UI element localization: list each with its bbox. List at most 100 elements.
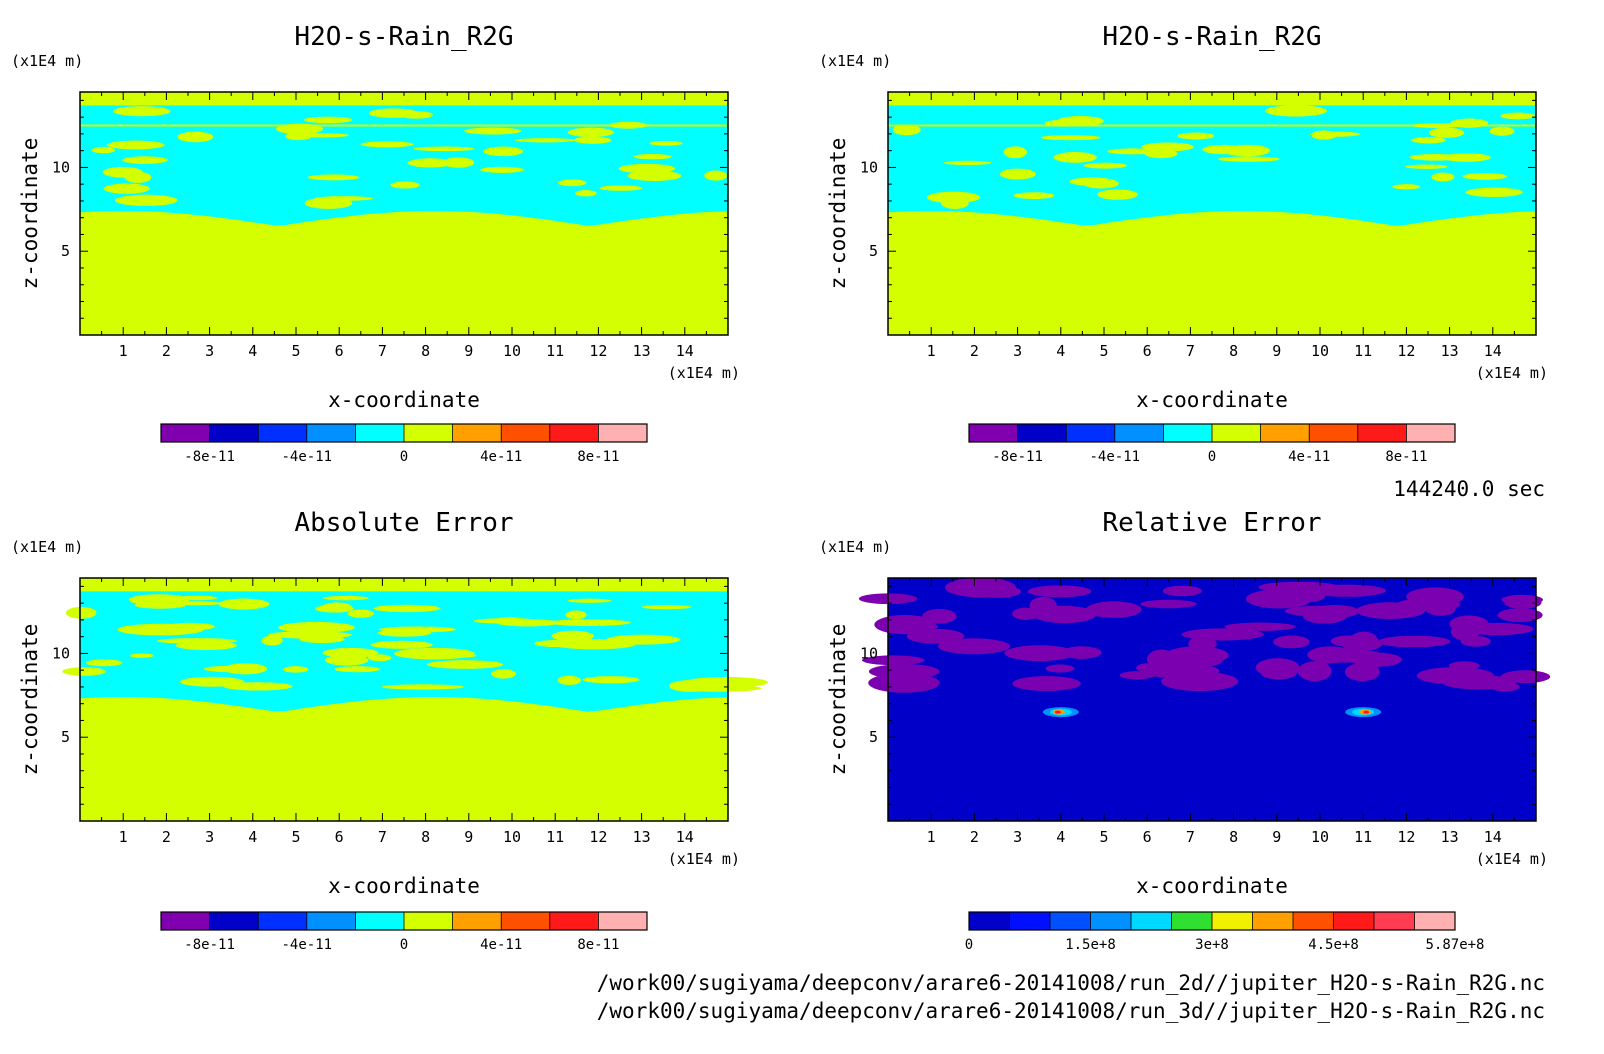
error-band	[922, 608, 957, 624]
x-tick-label: 13	[633, 342, 651, 360]
colorbar-tick-label: -8e-11	[184, 449, 235, 465]
error-band	[1448, 661, 1480, 670]
field-streak	[114, 194, 178, 206]
x-tick-label: 7	[378, 828, 387, 846]
field-streak	[1177, 132, 1215, 140]
x-axis-label: x-coordinate	[328, 388, 480, 412]
field-streak	[218, 598, 270, 610]
field-streak	[394, 647, 475, 660]
colorbar-tick-label: -8e-11	[992, 449, 1043, 465]
error-band	[1460, 635, 1491, 647]
x-unit-label: (x1E4 m)	[1476, 850, 1548, 868]
field-streak	[367, 654, 392, 662]
colorbar-swatch	[1414, 912, 1456, 930]
hotspot-core	[1054, 710, 1061, 714]
field-streak	[567, 127, 615, 138]
colorbar-swatch	[1131, 912, 1172, 930]
field-streak	[278, 621, 355, 634]
x-tick-label: 8	[1229, 828, 1238, 846]
y-tick-label: 10	[860, 158, 878, 176]
colorbar-swatch	[1090, 912, 1132, 930]
colorbar-swatch	[1212, 912, 1253, 930]
field-streak	[370, 640, 433, 649]
x-tick-label: 7	[378, 342, 387, 360]
colorbar-swatch	[1357, 424, 1407, 442]
colorbar-tick-label: 8e-11	[577, 937, 619, 953]
field-streak	[103, 183, 150, 194]
colorbar-swatch	[161, 912, 211, 930]
colorbar-swatch	[404, 424, 454, 442]
field-streak	[303, 116, 353, 124]
error-band	[952, 584, 1004, 595]
y-tick-label: 10	[52, 644, 70, 662]
x-tick-label: 4	[1056, 828, 1065, 846]
x-tick-label: 10	[503, 828, 521, 846]
field-streak	[304, 197, 353, 209]
x-tick-label: 12	[589, 342, 607, 360]
x-tick-label: 1	[119, 342, 128, 360]
colorbar-swatch	[209, 912, 259, 930]
field-streak	[565, 610, 587, 620]
x-tick-label: 1	[119, 828, 128, 846]
field-streak	[156, 638, 237, 644]
field-streak	[1083, 162, 1127, 169]
colorbar-swatch	[1163, 424, 1213, 442]
colorbar-swatch	[1333, 912, 1375, 930]
x-tick-label: 10	[1311, 828, 1329, 846]
top-band	[888, 92, 1536, 106]
x-tick-label: 8	[421, 828, 430, 846]
field-streak	[314, 604, 354, 613]
colorbar-swatch	[306, 912, 356, 930]
error-band	[1440, 670, 1466, 684]
error-band	[1027, 585, 1092, 598]
y-tick-label: 5	[61, 728, 70, 746]
colorbar-tick-label: 4e-11	[480, 449, 522, 465]
colorbar-tick-label: 0	[965, 937, 973, 953]
colorbar-tick-label: 5.87e+8	[1425, 937, 1484, 953]
field-streak	[1309, 131, 1361, 137]
error-band	[1497, 608, 1543, 623]
error-band	[1500, 670, 1551, 684]
x-tick-label: 9	[1272, 342, 1281, 360]
colorbar-tick-label: 3e+8	[1195, 937, 1229, 953]
field-streak	[641, 604, 692, 610]
field-streak	[324, 654, 369, 666]
error-band	[1162, 585, 1202, 597]
error-band	[868, 672, 940, 693]
colorbar-swatch	[549, 424, 599, 442]
field-streak	[86, 659, 123, 667]
x-tick-label: 14	[1484, 828, 1502, 846]
colorbar-swatch	[1293, 912, 1334, 930]
x-unit-label: (x1E4 m)	[668, 850, 740, 868]
field-streak	[368, 108, 419, 118]
field-streak	[378, 626, 457, 633]
x-tick-label: 13	[1441, 342, 1459, 360]
field-streak	[1500, 112, 1536, 120]
colorbar-tick-label: 8e-11	[577, 449, 619, 465]
x-tick-label: 12	[589, 828, 607, 846]
error-band	[1356, 602, 1426, 619]
x-axis-label: x-coordinate	[1136, 874, 1288, 898]
error-band	[1141, 663, 1220, 679]
x-tick-label: 6	[1143, 342, 1152, 360]
field-streak	[926, 191, 981, 204]
colorbar-swatch	[1171, 912, 1213, 930]
error-band	[937, 638, 1011, 655]
colorbar-swatch	[209, 424, 259, 442]
chart-title: Absolute Error	[294, 508, 513, 538]
y-tick-label: 5	[869, 242, 878, 260]
footer-file-3d: /work00/sugiyama/deepconv/arare6-2014100…	[597, 999, 1545, 1023]
field-streak	[347, 609, 374, 618]
field-streak	[557, 179, 587, 187]
field-streak	[413, 146, 475, 152]
colorbar-swatch	[161, 424, 211, 442]
field-streak	[1428, 127, 1465, 138]
error-band	[1273, 635, 1310, 649]
field-streak	[261, 635, 283, 646]
colorbar-swatch	[598, 424, 648, 442]
field-streak	[473, 618, 543, 624]
colorbar-swatch	[598, 912, 648, 930]
field-streak	[480, 166, 524, 173]
field-streak	[299, 635, 345, 644]
